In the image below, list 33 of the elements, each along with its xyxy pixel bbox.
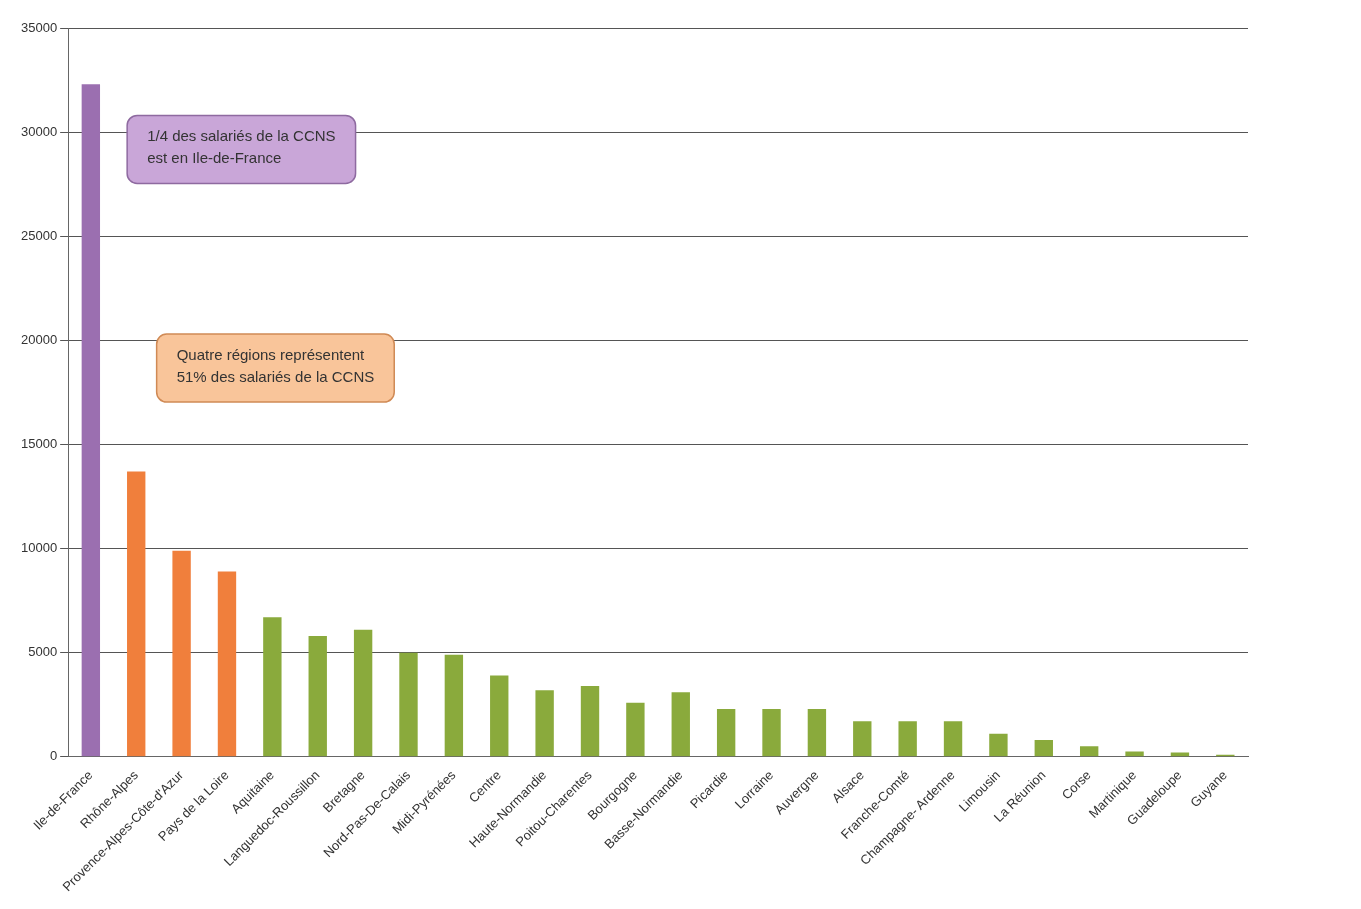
bar	[1079, 746, 1099, 757]
y-tick-label: 10000	[20, 540, 58, 556]
bar	[444, 654, 464, 757]
y-tick-label: 35000	[20, 19, 58, 35]
bar	[853, 721, 872, 757]
bar	[943, 721, 963, 757]
bar	[762, 708, 781, 757]
y-tick-label: 0	[49, 748, 58, 764]
y-tick-label: 5000	[28, 644, 58, 660]
y-tick-label: 15000	[20, 436, 58, 452]
bar	[263, 617, 282, 757]
annotation: 1/4 des salariés de la CCNS est en Ile-de-France	[147, 127, 336, 167]
bar	[989, 733, 1008, 757]
y-tick-label: 20000	[20, 331, 58, 347]
annotation: Quatre régions représentent 51% des salariés de la CCNS	[176, 345, 375, 385]
bar	[81, 84, 101, 757]
bar	[217, 571, 237, 757]
bar	[898, 721, 917, 757]
bar	[1034, 740, 1053, 757]
bar	[399, 652, 418, 757]
bar	[172, 550, 191, 757]
bar	[807, 708, 827, 757]
bar	[580, 685, 600, 757]
y-tick-label: 25000	[20, 227, 58, 243]
bar	[353, 629, 373, 757]
bar	[535, 690, 554, 757]
y-tick-label: 30000	[20, 123, 58, 139]
bar	[671, 692, 690, 757]
bar	[490, 675, 509, 757]
bar	[626, 702, 645, 757]
bar	[716, 708, 736, 757]
bar	[127, 471, 146, 757]
bar	[308, 636, 327, 757]
